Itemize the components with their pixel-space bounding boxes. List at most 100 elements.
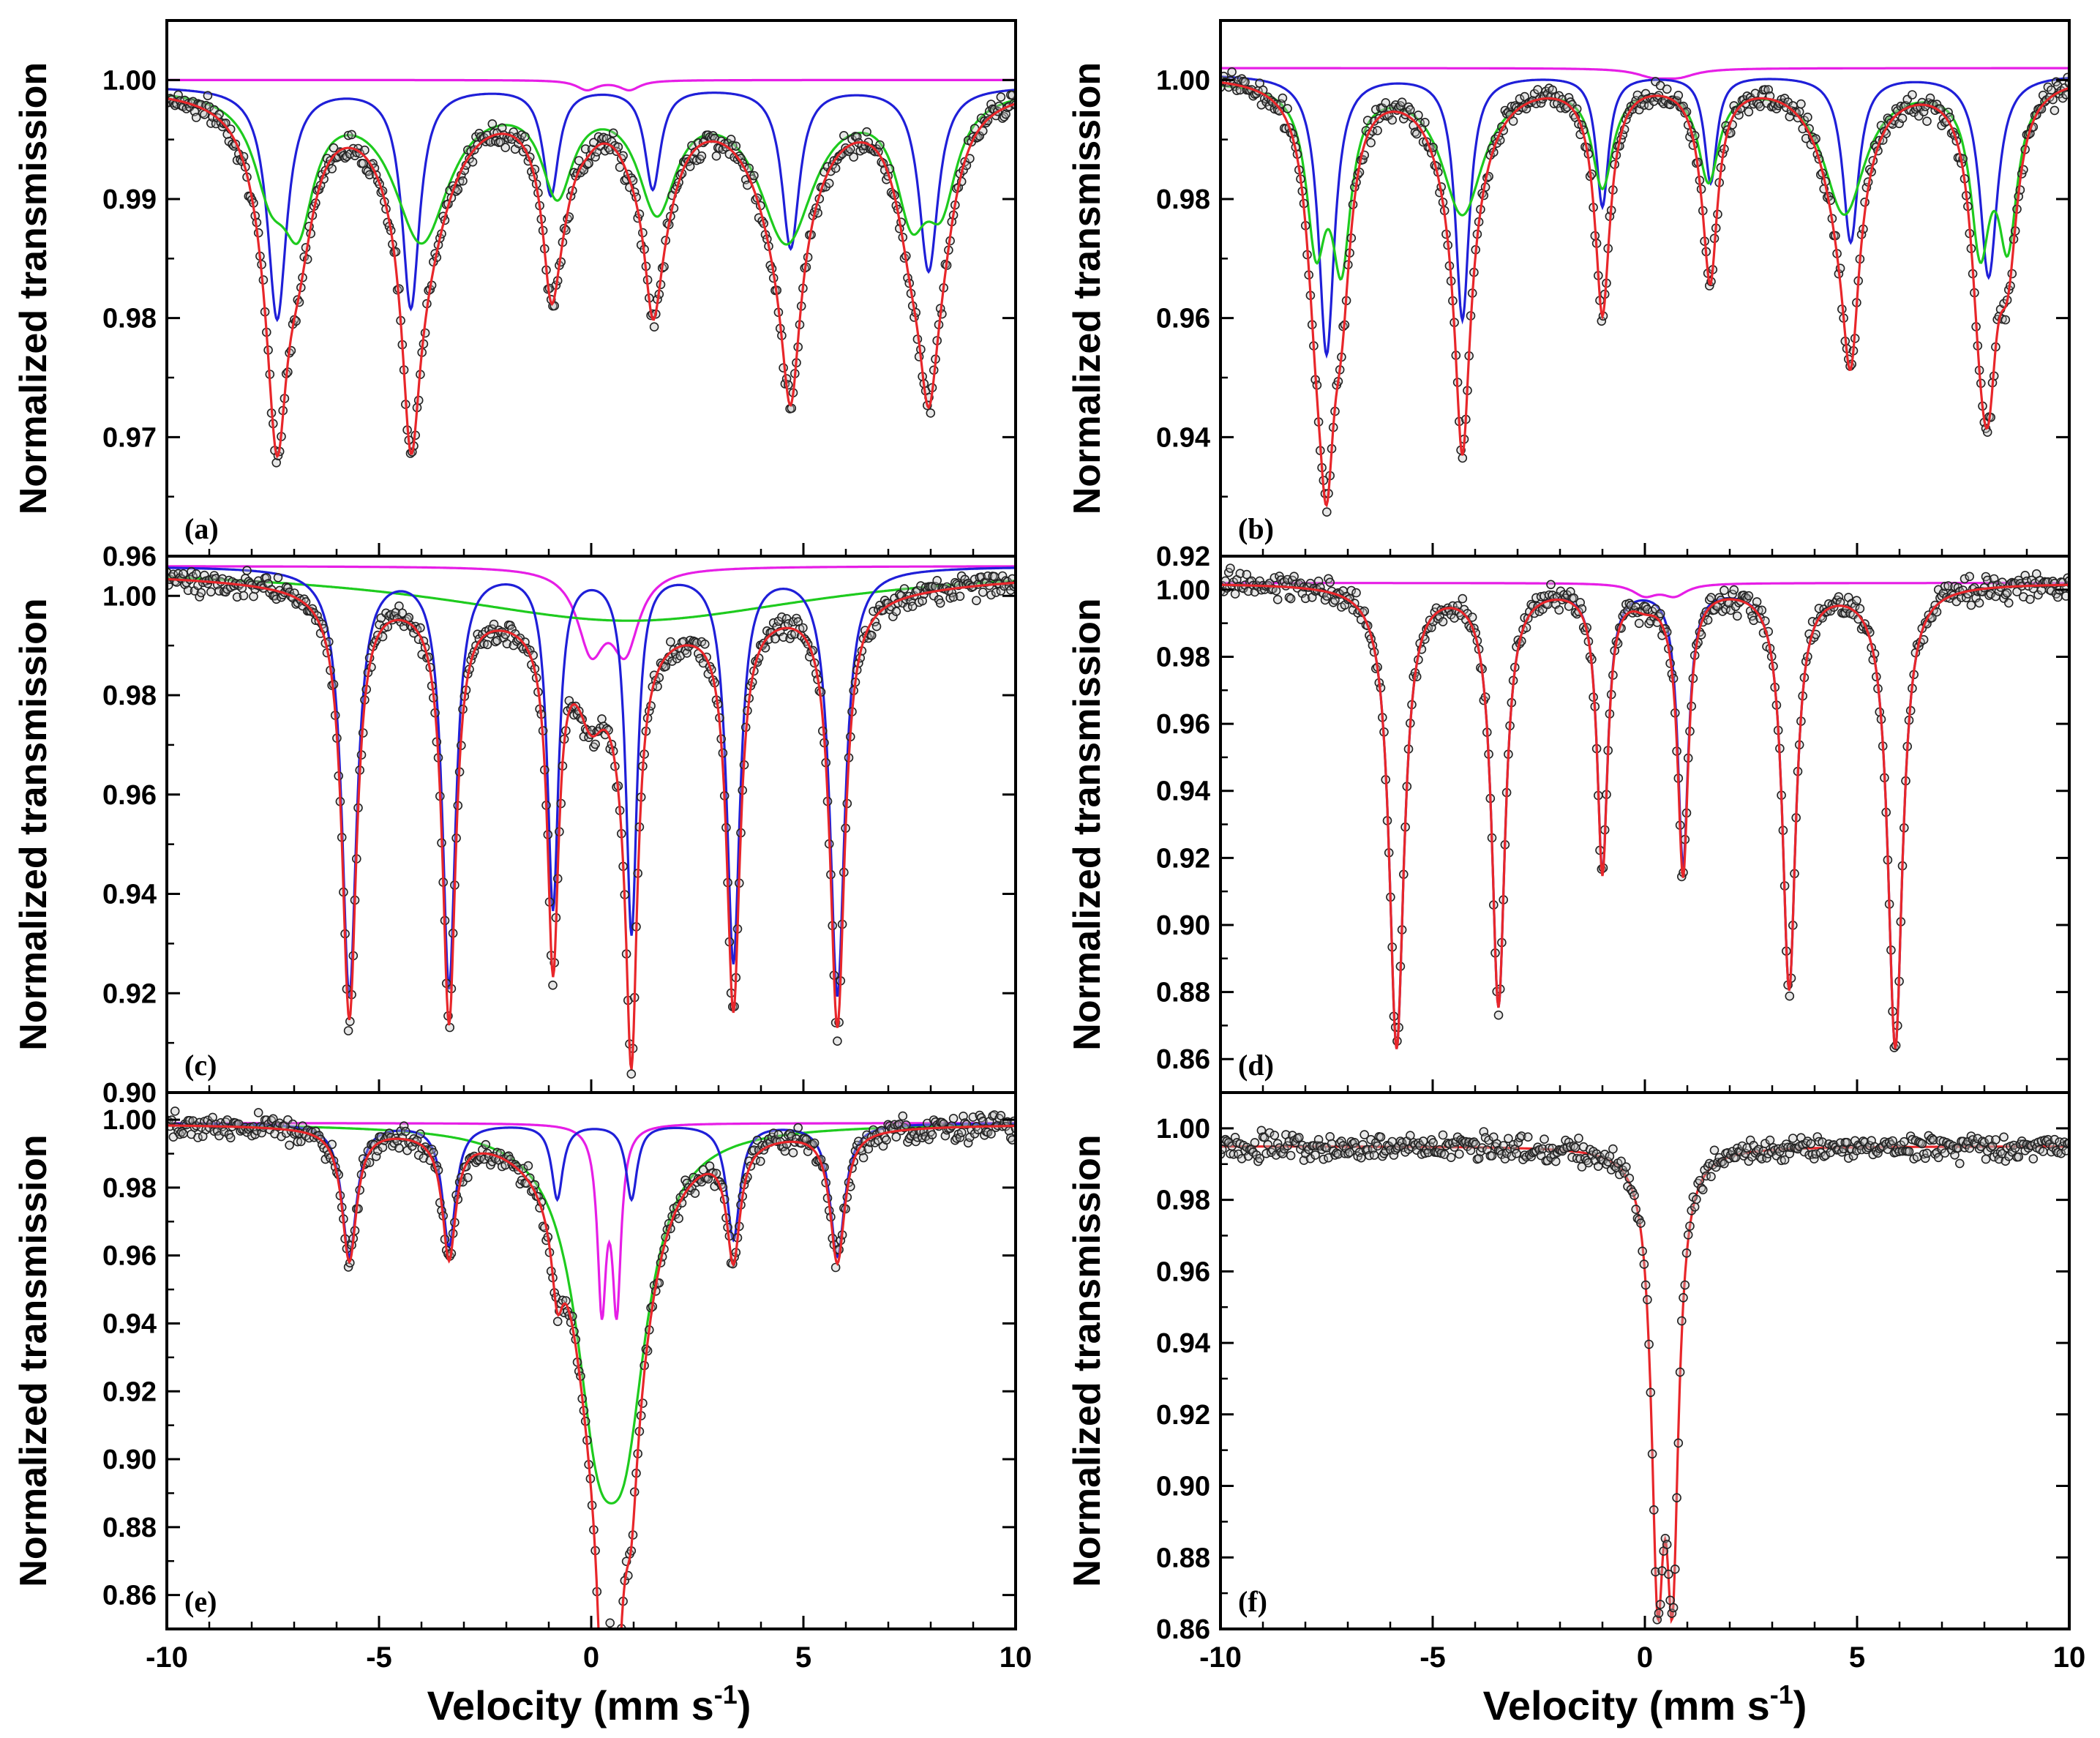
data-point	[179, 1128, 188, 1139]
data-point	[2047, 85, 2056, 95]
data-point	[1991, 1135, 2000, 1145]
data-point	[1243, 586, 1253, 596]
panel-c: 0.90 0.92 0.94 0.96 0.98 1.00 Normalized trans…	[12, 555, 1017, 1109]
data-point	[996, 92, 1006, 102]
data-point	[1706, 1172, 1716, 1182]
y-tick-label: 0.96	[102, 780, 157, 811]
data-point	[1467, 613, 1477, 622]
data-point	[1362, 116, 1373, 125]
data-point	[1631, 1205, 1640, 1214]
data-points	[1220, 1125, 2069, 1625]
data-point	[1286, 593, 1296, 604]
data-point	[372, 1146, 383, 1155]
series-line-total	[167, 97, 1016, 459]
data-point	[170, 1106, 180, 1116]
data-point	[1360, 1130, 1369, 1139]
data-point	[991, 588, 1001, 597]
data-point	[1908, 90, 1917, 100]
data-point	[711, 151, 721, 161]
data-point	[327, 164, 337, 173]
y-tick-label: 0.97	[102, 422, 157, 453]
data-point	[2004, 598, 2014, 608]
data-point	[867, 630, 877, 640]
data-point	[1569, 593, 1579, 603]
data-point	[590, 739, 600, 749]
data-point	[1608, 1144, 1618, 1154]
data-point	[1366, 1135, 1376, 1145]
data-point	[1668, 1603, 1679, 1613]
data-point	[1226, 563, 1235, 573]
plot-area	[167, 1106, 1016, 1629]
data-point	[833, 1036, 842, 1046]
data-point	[948, 592, 959, 602]
data-point	[397, 608, 408, 618]
y-tick-label: 1.00	[1156, 575, 1210, 606]
data-point	[959, 1112, 968, 1121]
data-point	[779, 632, 788, 643]
data-point	[1515, 94, 1525, 104]
data-point	[888, 612, 898, 621]
data-point	[296, 1136, 306, 1147]
data-point	[378, 1142, 388, 1153]
data-point	[1458, 593, 1468, 604]
data-point	[1752, 597, 1762, 607]
data-point	[1271, 585, 1281, 596]
data-point	[1662, 84, 1672, 94]
data-point	[1533, 85, 1542, 94]
data-point	[1744, 107, 1754, 117]
data-point	[1310, 1150, 1320, 1160]
x-axis: -10 -5 0 5 10	[146, 1616, 1032, 1674]
x-axis-title-right: Velocity (mm s-1)	[1483, 1679, 1807, 1728]
data-point	[2050, 1134, 2060, 1145]
data-point	[1227, 67, 1237, 77]
data-point	[1270, 1131, 1280, 1140]
data-point	[955, 591, 965, 602]
data-point	[1744, 591, 1754, 601]
series-line-0	[1220, 582, 2069, 599]
series-line-1	[1220, 75, 2069, 359]
data-point	[288, 1119, 298, 1129]
y-tick-label: 0.90	[102, 1078, 157, 1109]
data-point	[1600, 1150, 1610, 1159]
data-point	[271, 457, 282, 468]
y-tick-label: 1.00	[102, 65, 157, 96]
data-point	[1679, 1293, 1688, 1303]
data-point	[587, 144, 597, 154]
data-point	[1690, 1202, 1700, 1212]
data-point	[690, 1188, 700, 1198]
data-point	[1677, 1316, 1687, 1326]
data-point	[225, 1133, 236, 1143]
y-tick-label: 0.90	[1156, 1472, 1210, 1502]
data-point	[1729, 585, 1739, 595]
x-tick-label: 5	[1849, 1641, 1865, 1674]
data-point	[416, 623, 425, 633]
data-point	[1369, 1150, 1379, 1160]
data-point	[830, 1262, 841, 1273]
data-point	[1655, 1600, 1665, 1609]
data-point	[242, 566, 252, 575]
data-point	[1345, 1147, 1354, 1157]
series-line-0	[167, 565, 1016, 661]
data-point	[1484, 1135, 1493, 1145]
data-point	[327, 1139, 337, 1150]
data-point	[986, 590, 996, 600]
data-point	[849, 152, 858, 162]
data-point	[1640, 1280, 1651, 1290]
data-point	[1897, 113, 1908, 123]
panel-label: (f)	[1238, 1585, 1267, 1618]
fit-curves	[167, 565, 1016, 997]
y-axis: 0.86 0.88 0.90 0.92 0.94 0.96 0.98 1.00	[1156, 575, 2069, 1075]
data-point	[956, 1128, 967, 1137]
data-point	[196, 588, 206, 598]
data-point	[824, 179, 834, 188]
data-point	[1675, 1367, 1685, 1377]
data-point	[552, 1316, 563, 1327]
data-point	[1814, 1136, 1824, 1147]
data-point	[1232, 86, 1242, 95]
data-point	[1974, 598, 1984, 608]
data-point	[1698, 1185, 1708, 1195]
data-point	[1309, 1141, 1319, 1150]
data-point	[399, 1121, 409, 1131]
data-point	[898, 1111, 908, 1121]
data-point	[727, 141, 738, 151]
